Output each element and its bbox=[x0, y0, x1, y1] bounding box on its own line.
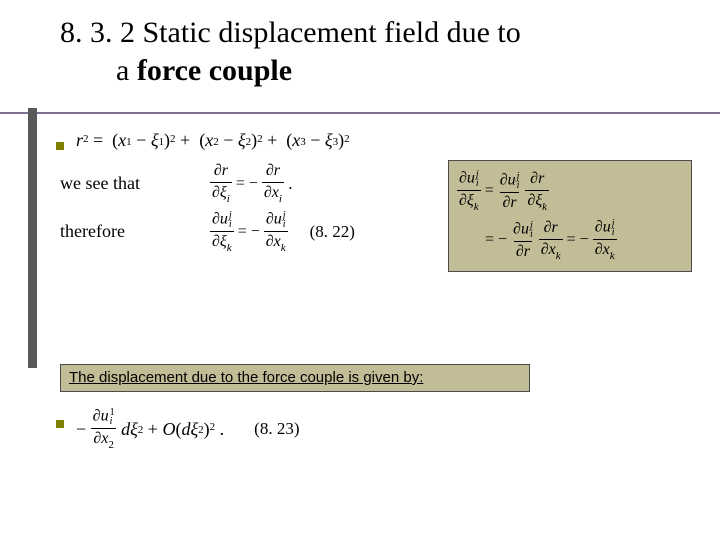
equation-number-822: (8. 22) bbox=[310, 222, 355, 242]
derivation-line-2: = − ∂uji ∂r ∂r ∂xk = − ∂uji ∂xk bbox=[457, 219, 683, 262]
caption-box: The displacement due to the force couple… bbox=[60, 364, 530, 392]
slide: 8. 3. 2 Static displacement field due to… bbox=[0, 0, 720, 540]
accent-bar bbox=[28, 108, 37, 368]
title-underline bbox=[0, 112, 720, 114]
equation-number-823: (8. 23) bbox=[254, 419, 299, 439]
equation-r-squared: r2 = (x1 − ξ1)2 + (x2 − ξ2)2 + (x3 − ξ3)… bbox=[76, 130, 700, 151]
bullet-icon bbox=[56, 420, 64, 428]
slide-title: 8. 3. 2 Static displacement field due to… bbox=[0, 0, 660, 89]
derivation-box: ∂uji ∂ξk = ∂uji ∂r ∂r ∂ξk = − ∂uji ∂r ∂ bbox=[448, 160, 692, 272]
equation-823: − ∂u1i ∂x2 dξ2 + O(dξ2)2 . (8. 23) bbox=[76, 408, 299, 451]
derivation-line-1: ∂uji ∂ξk = ∂uji ∂r ∂r ∂ξk bbox=[457, 170, 683, 213]
title-line-1: 8. 3. 2 Static displacement field due to bbox=[60, 14, 660, 52]
title-line-2: a force couple bbox=[60, 52, 660, 90]
